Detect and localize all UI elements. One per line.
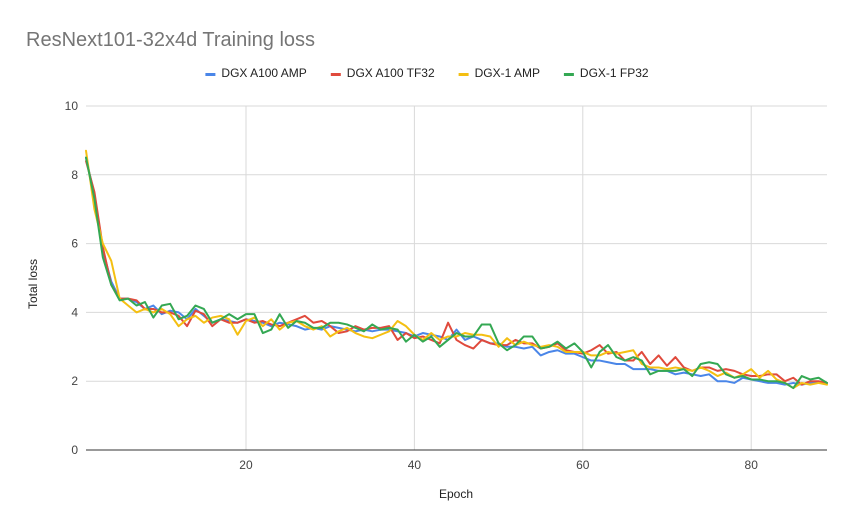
x-axis-label: Epoch — [439, 487, 473, 501]
series-line-2 — [85, 160, 828, 386]
x-tick-labels: 20 40 60 80 — [239, 458, 758, 472]
legend-swatch — [563, 73, 574, 76]
y-tick-label: 10 — [65, 99, 79, 113]
legend-item: DGX-1 AMP — [458, 66, 540, 80]
legend-label: DGX-1 FP32 — [580, 66, 649, 80]
series-line-3 — [85, 149, 828, 390]
legend-swatch — [458, 73, 469, 76]
y-tick-label: 6 — [71, 237, 78, 251]
chart-title: ResNext101-32x4d Training loss — [26, 29, 315, 51]
y-tick-label: 0 — [71, 443, 78, 457]
legend-label: DGX-1 AMP — [475, 66, 540, 80]
y-tick-labels: 0 2 4 6 8 10 — [65, 99, 79, 457]
y-axis-label: Total loss — [26, 259, 40, 309]
series-line-4 — [85, 156, 828, 390]
x-tick-label: 80 — [745, 458, 759, 472]
legend: DGX A100 AMP DGX A100 TF32 DGX-1 AMP DGX-1 … — [205, 66, 649, 80]
series-line-1 — [85, 156, 828, 386]
gridlines — [86, 105, 827, 450]
x-tick-label: 60 — [576, 458, 590, 472]
legend-swatch — [330, 73, 341, 76]
series-lines — [85, 149, 828, 390]
legend-item: DGX A100 AMP — [205, 66, 307, 80]
legend-label: DGX A100 AMP — [221, 66, 306, 80]
legend-swatch — [205, 73, 216, 76]
y-tick-label: 4 — [71, 305, 78, 319]
legend-item: DGX-1 FP32 — [563, 66, 649, 80]
legend-item: DGX A100 TF32 — [330, 66, 435, 80]
x-tick-label: 40 — [408, 458, 422, 472]
y-tick-label: 8 — [71, 168, 78, 182]
x-tick-label: 20 — [239, 458, 253, 472]
y-tick-label: 2 — [71, 374, 78, 388]
legend-label: DGX A100 TF32 — [347, 66, 435, 80]
